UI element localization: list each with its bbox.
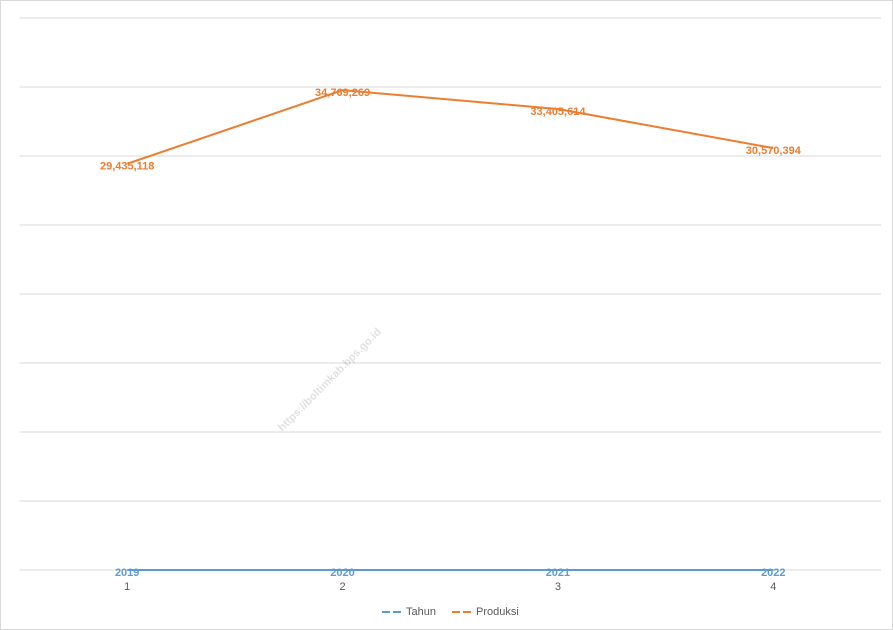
data-label: 29,435,118 bbox=[100, 161, 154, 173]
legend-label: Produksi bbox=[476, 606, 519, 618]
x-tick-label: 4 bbox=[770, 581, 776, 593]
legend-label: Tahun bbox=[406, 606, 436, 618]
x-tick-label: 2 bbox=[340, 581, 346, 593]
data-label: 2021 bbox=[546, 567, 570, 579]
data-label: 34,769,269 bbox=[315, 87, 370, 99]
data-label: 33,405,614 bbox=[530, 106, 586, 118]
data-label: 2020 bbox=[330, 567, 354, 579]
line bbox=[126, 89, 774, 165]
data-label: 2019 bbox=[115, 567, 139, 579]
data-label: 2022 bbox=[761, 567, 785, 579]
data-label: 30,570,394 bbox=[746, 145, 802, 157]
x-tick-label: 1 bbox=[124, 581, 130, 593]
x-tick-label: 3 bbox=[555, 581, 561, 593]
